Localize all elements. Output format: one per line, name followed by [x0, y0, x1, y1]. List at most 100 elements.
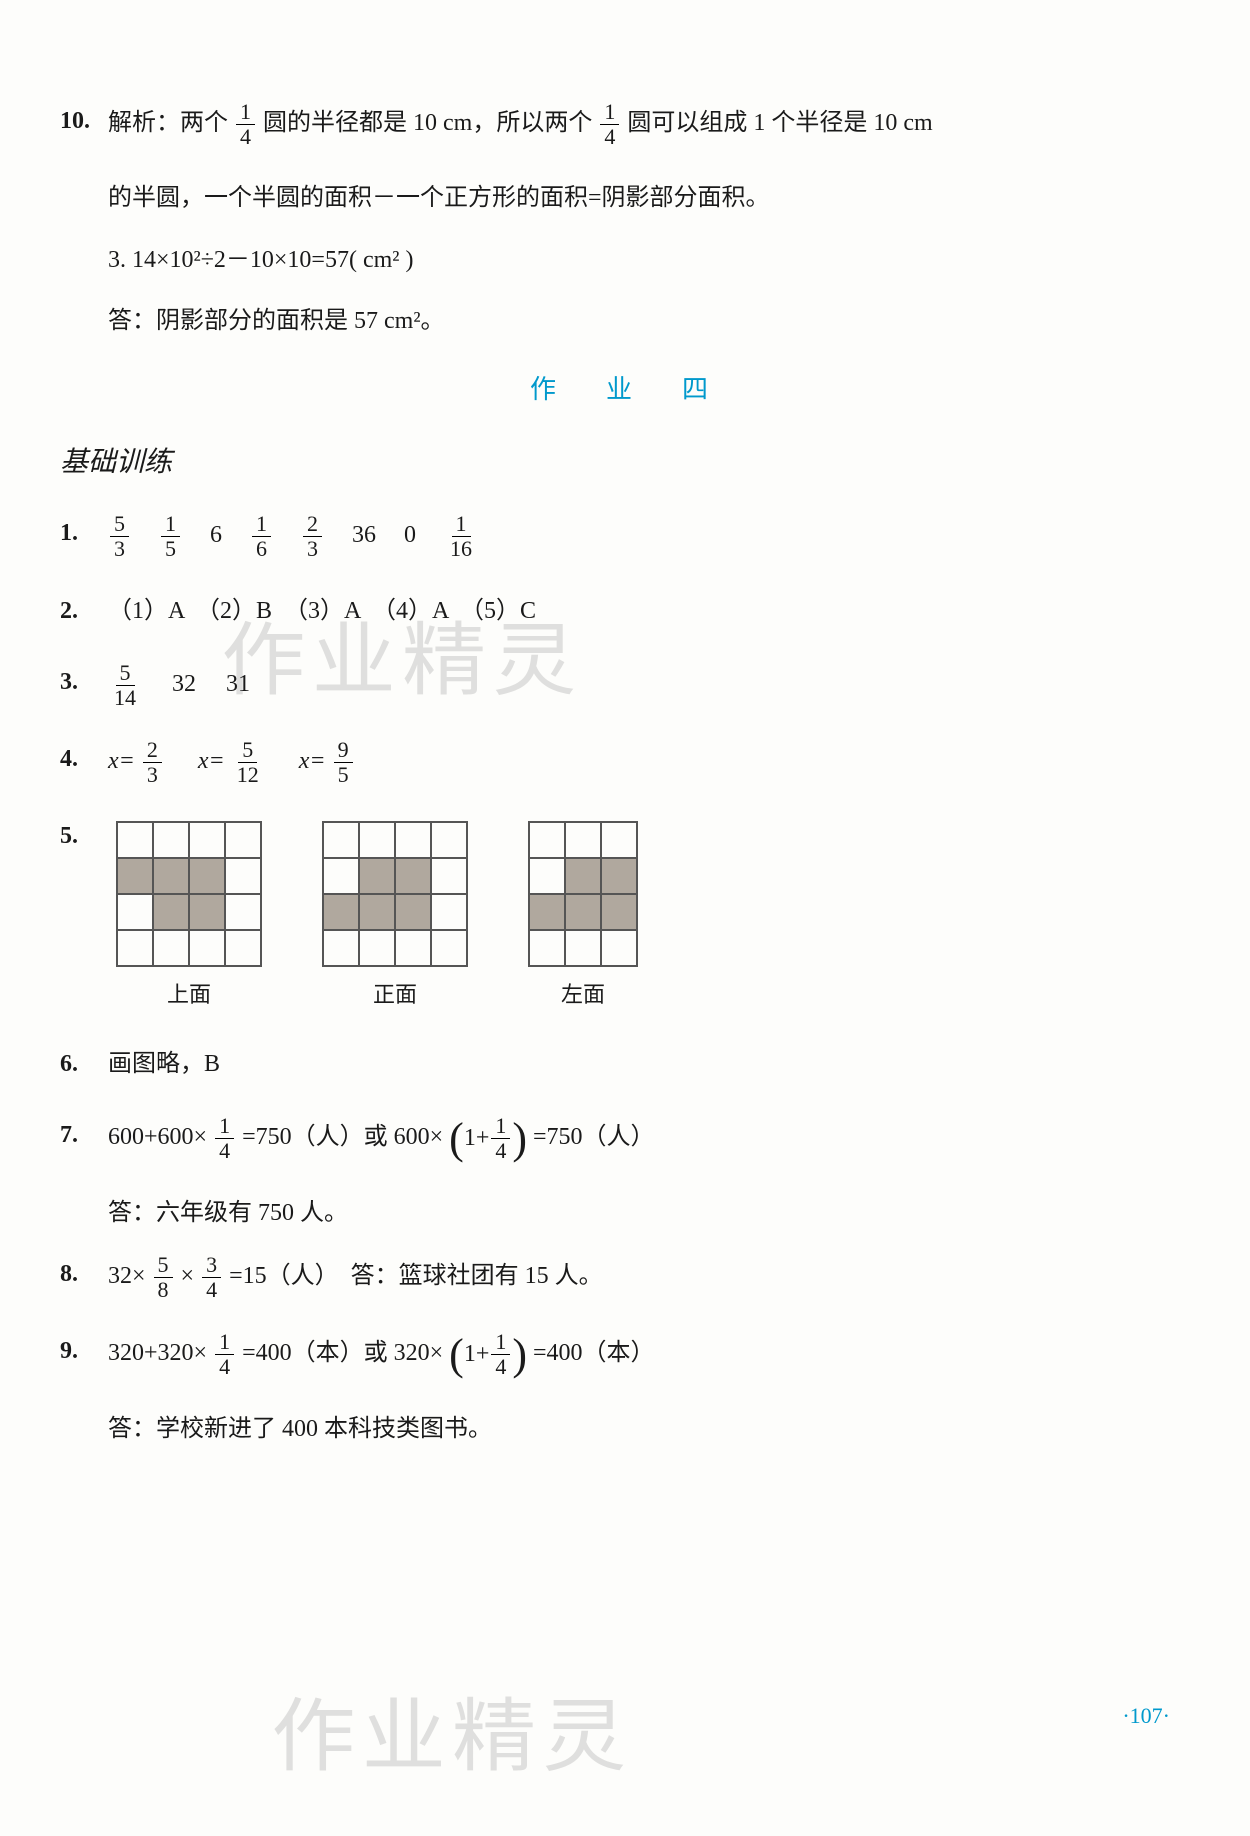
q9-a: 320+320×: [108, 1340, 207, 1366]
q4-eq1-lhs: x=: [108, 748, 135, 774]
q10-l1c: 圆可以组成 1 个半径是 10 cm: [627, 110, 932, 136]
section-title: 作 业 四: [60, 367, 1190, 414]
q9-ans: 答：学校新进了 400 本科技类图书。: [60, 1408, 1190, 1451]
cell: [189, 858, 225, 894]
cell: [565, 858, 601, 894]
q8-a: 32×: [108, 1263, 146, 1289]
q3-t1: 32: [172, 671, 196, 697]
grid-label-0: 上面: [167, 975, 211, 1015]
cell: [529, 858, 565, 894]
q7-body: 600+600× 14 =750（人）或 600× ( 1+ 14 ) =750…: [108, 1114, 1190, 1163]
q9: 9. 320+320× 14 =400（本）或 320× ( 1+ 14 ) =…: [60, 1330, 1190, 1379]
q1-item-6: 0: [404, 514, 416, 557]
q4-eq3-frac: 95: [334, 738, 353, 787]
grid-1-cells: [322, 821, 468, 967]
q10: 10. 解析：两个 14 圆的半径都是 10 cm，所以两个 14 圆可以组成 …: [60, 100, 1190, 149]
watermark-2: 作业精灵: [271, 1666, 632, 1810]
q10-line4: 答：阴影部分的面积是 57 cm²。: [60, 300, 1190, 343]
cell: [225, 822, 261, 858]
q7-frac2: 14: [491, 1114, 510, 1163]
q4-eq1-frac: 23: [143, 738, 162, 787]
cell: [153, 930, 189, 966]
q6-num: 6.: [60, 1043, 108, 1086]
cell: [225, 930, 261, 966]
q7-frac1: 14: [215, 1114, 234, 1163]
cell: [323, 894, 359, 930]
q8-body: 32× 58 × 34 =15（人） 答：篮球社团有 15 人。: [108, 1253, 1190, 1302]
grid-0: 上面: [116, 821, 262, 1015]
q8-frac1: 58: [154, 1253, 173, 1302]
cell: [529, 930, 565, 966]
cell: [359, 894, 395, 930]
grid-label-1: 正面: [373, 975, 417, 1015]
q3-num: 3.: [60, 661, 108, 704]
cell: [529, 822, 565, 858]
page-number: ·107·: [1122, 1696, 1170, 1736]
q10-l1b: 圆的半径都是 10 cm，所以两个: [263, 110, 592, 136]
cell: [565, 930, 601, 966]
q10-l1a: 解析：两个: [108, 110, 228, 136]
cell: [117, 858, 153, 894]
q5: 5. 上面 正面 左面: [60, 815, 1190, 1015]
q9-c: =400（本）: [533, 1340, 655, 1366]
q10-line3: 3. 14×10²÷2－10×10=57( cm² ): [60, 239, 1190, 282]
q8: 8. 32× 58 × 34 =15（人） 答：篮球社团有 15 人。: [60, 1253, 1190, 1302]
q2-num: 2.: [60, 590, 108, 633]
cell: [395, 822, 431, 858]
grid-label-2: 左面: [561, 975, 605, 1015]
cell: [565, 822, 601, 858]
q1-item-4: 23: [301, 512, 324, 561]
rparen-icon: ): [512, 1335, 527, 1375]
q1-item-2: 6: [210, 514, 222, 557]
cell: [601, 930, 637, 966]
cell: [323, 822, 359, 858]
q9-num: 9.: [60, 1330, 108, 1373]
cell: [395, 858, 431, 894]
q1-item-5: 36: [352, 514, 376, 557]
q3: 3. 514 32 31: [60, 661, 1190, 710]
q7-paren: ( 1+ 14 ): [449, 1114, 527, 1163]
cell: [359, 930, 395, 966]
lparen-icon: (: [449, 1335, 464, 1375]
q4-num: 4.: [60, 738, 108, 781]
cell: [225, 858, 261, 894]
cell: [117, 822, 153, 858]
q9-paren: ( 1+ 14 ): [449, 1330, 527, 1379]
q1-item-1: 15: [159, 512, 182, 561]
cell: [601, 822, 637, 858]
q1-item-3: 16: [250, 512, 273, 561]
cell: [117, 894, 153, 930]
q9-frac2: 14: [491, 1330, 510, 1379]
q9-body: 320+320× 14 =400（本）或 320× ( 1+ 14 ) =400…: [108, 1330, 1190, 1379]
q3-body: 514 32 31: [108, 661, 1190, 710]
q1-num: 1.: [60, 512, 108, 555]
cell: [153, 858, 189, 894]
cell: [395, 930, 431, 966]
grid-2: 左面: [528, 821, 638, 1015]
rparen-icon: ): [512, 1119, 527, 1159]
cell: [359, 822, 395, 858]
cell: [323, 930, 359, 966]
cell: [189, 822, 225, 858]
q6-body: 画图略，B: [108, 1043, 1190, 1086]
q7: 7. 600+600× 14 =750（人）或 600× ( 1+ 14 ) =…: [60, 1114, 1190, 1163]
cell: [359, 858, 395, 894]
q10-frac2: 14: [600, 100, 619, 149]
q4-eq2-lhs: x=: [198, 748, 225, 774]
q5-grids: 上面 正面 左面: [116, 821, 1190, 1015]
q5-num: 5.: [60, 815, 108, 858]
subtitle: 基础训练: [60, 438, 1190, 488]
q7-a: 600+600×: [108, 1124, 207, 1150]
cell: [601, 858, 637, 894]
q4-body: x= 23 x= 512 x= 95: [108, 738, 1190, 787]
q10-num: 10.: [60, 100, 108, 143]
q1-item-0: 53: [108, 512, 131, 561]
cell: [395, 894, 431, 930]
cell: [565, 894, 601, 930]
q10-frac1: 14: [236, 100, 255, 149]
q9-b: =400（本）或 320×: [242, 1340, 443, 1366]
q4: 4. x= 23 x= 512 x= 95: [60, 738, 1190, 787]
cell: [323, 858, 359, 894]
q4-eq3-lhs: x=: [299, 748, 326, 774]
grid-2-cells: [528, 821, 638, 967]
